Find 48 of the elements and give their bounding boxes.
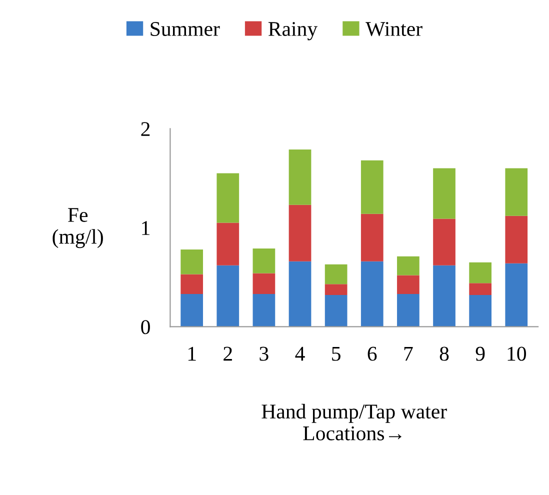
y-tick-label: 1 (142, 221, 150, 235)
bar (469, 262, 492, 284)
x-tick-label: 5 (332, 346, 340, 361)
bar (180, 274, 204, 294)
bar (360, 160, 384, 214)
legend-label: Rainy (268, 22, 318, 40)
x-tick-label: 10 (508, 346, 526, 361)
bar (252, 248, 276, 274)
bar (180, 249, 204, 274)
bar (433, 265, 456, 327)
x-tick-label: 9 (476, 346, 485, 361)
x-tick-label: 6 (368, 346, 377, 361)
y-tick-label: 2 (141, 122, 150, 136)
x-tick-label: 4 (295, 346, 305, 361)
bar (505, 263, 528, 327)
bar (397, 294, 420, 327)
bar (324, 284, 348, 296)
x-tick-label: 1 (188, 346, 196, 361)
bar (469, 283, 492, 296)
x-axis-title: Hand pump/Tap water Locations→ (262, 404, 447, 440)
bar (252, 273, 276, 294)
x-tick-label: 3 (260, 346, 268, 361)
bar (288, 261, 312, 327)
x-tick-label: 7 (404, 346, 413, 361)
bar (288, 204, 312, 262)
bar (360, 261, 384, 327)
bar (433, 218, 456, 266)
x-tick-label: 8 (440, 346, 449, 361)
bar (433, 168, 456, 219)
bar (397, 256, 420, 276)
y-tick-label: 0 (141, 320, 150, 334)
bar (216, 173, 240, 223)
bar (505, 168, 528, 216)
bar (216, 265, 240, 327)
bar (216, 222, 240, 266)
bar (469, 295, 492, 327)
x-tick-label: 2 (224, 346, 232, 361)
bar (360, 214, 384, 262)
bar (288, 149, 312, 205)
legend-label: Winter (366, 22, 422, 36)
bar (505, 216, 528, 264)
legend-label: Summer (150, 22, 220, 36)
bar (324, 295, 348, 327)
bar (180, 294, 204, 327)
bar (252, 294, 276, 327)
y-axis-title: Fe (mg/l) (52, 208, 103, 248)
bar (324, 264, 348, 284)
bar (397, 275, 420, 294)
